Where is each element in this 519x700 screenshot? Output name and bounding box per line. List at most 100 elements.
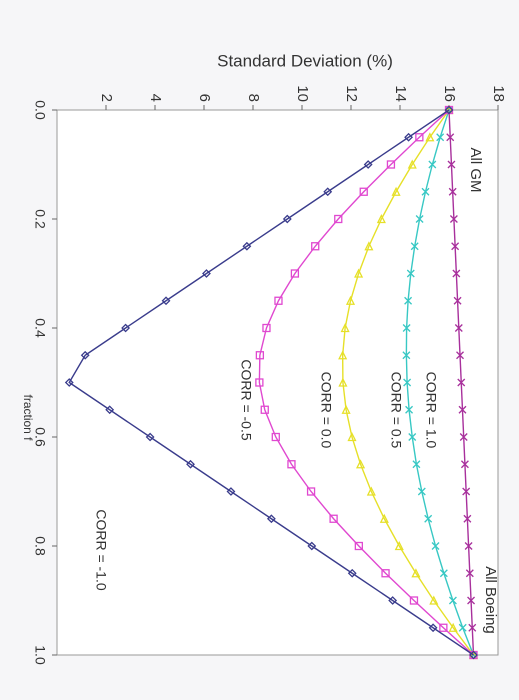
marker bbox=[406, 269, 415, 278]
marker bbox=[448, 596, 457, 605]
marker bbox=[407, 159, 417, 169]
marker bbox=[463, 514, 472, 523]
marker bbox=[408, 433, 417, 441]
marker bbox=[255, 351, 265, 360]
series-label: CORR = 0.5 bbox=[388, 372, 404, 449]
marker bbox=[260, 405, 269, 414]
series-label: CORR = -0.5 bbox=[238, 359, 254, 441]
marker bbox=[428, 623, 438, 633]
marker bbox=[345, 295, 356, 305]
marker bbox=[460, 460, 469, 469]
marker bbox=[354, 268, 364, 278]
marker bbox=[366, 486, 376, 496]
marker bbox=[411, 568, 421, 578]
marker bbox=[403, 378, 412, 387]
marker bbox=[242, 241, 252, 251]
marker bbox=[469, 650, 478, 660]
series-line bbox=[68, 109, 474, 656]
x-tick-label: 0.6 bbox=[32, 427, 48, 447]
marker bbox=[458, 623, 467, 632]
marker bbox=[431, 542, 440, 550]
marker bbox=[338, 377, 348, 387]
y-tick-label: 14 bbox=[392, 85, 409, 102]
marker bbox=[405, 405, 414, 414]
x-axis-label: fraction f bbox=[21, 394, 35, 441]
y-tick-label: 18 bbox=[490, 85, 507, 102]
x-tick-label: 0.8 bbox=[32, 536, 48, 556]
marker bbox=[453, 296, 462, 305]
marker bbox=[266, 514, 276, 524]
marker bbox=[459, 433, 468, 441]
marker bbox=[186, 459, 195, 469]
y-tick-label: 10 bbox=[294, 85, 311, 102]
marker bbox=[417, 487, 426, 496]
marker bbox=[271, 432, 280, 442]
marker bbox=[428, 160, 437, 169]
marker bbox=[323, 187, 333, 197]
marker bbox=[402, 351, 411, 360]
marker bbox=[468, 623, 477, 632]
annotation: All GM bbox=[467, 148, 484, 193]
y-tick-label: 4 bbox=[147, 94, 164, 102]
marker bbox=[359, 187, 368, 196]
marker bbox=[386, 160, 396, 169]
marker bbox=[412, 460, 421, 469]
marker bbox=[447, 160, 456, 169]
marker bbox=[458, 405, 467, 414]
series-line bbox=[341, 109, 475, 656]
marker bbox=[464, 542, 473, 550]
marker bbox=[287, 460, 296, 469]
marker bbox=[121, 323, 131, 333]
marker bbox=[465, 569, 474, 578]
series-label: CORR = -1.0 bbox=[93, 509, 109, 591]
marker bbox=[410, 242, 419, 251]
marker bbox=[425, 132, 435, 142]
marker bbox=[439, 569, 448, 578]
series-label: CORR = 0.0 bbox=[318, 372, 334, 449]
marker bbox=[161, 296, 171, 306]
y-tick-label: 16 bbox=[441, 85, 458, 102]
marker bbox=[454, 324, 463, 332]
marker bbox=[409, 596, 419, 605]
marker bbox=[415, 133, 424, 142]
plot-frame bbox=[56, 109, 499, 656]
marker bbox=[341, 404, 351, 414]
y-axis-label: Standard Deviation (%) bbox=[217, 51, 393, 70]
marker bbox=[282, 214, 292, 224]
marker bbox=[448, 622, 458, 632]
x-tick-label: 0.2 bbox=[32, 209, 48, 229]
marker bbox=[262, 323, 271, 333]
marker bbox=[226, 487, 236, 496]
marker bbox=[202, 269, 211, 278]
marker bbox=[448, 187, 457, 196]
marker bbox=[462, 487, 471, 496]
marker bbox=[347, 432, 357, 442]
marker bbox=[356, 459, 366, 469]
marker bbox=[456, 351, 464, 360]
marker bbox=[457, 378, 466, 387]
marker bbox=[381, 569, 390, 578]
marker bbox=[347, 568, 357, 578]
y-tick-label: 6 bbox=[196, 94, 213, 102]
marker bbox=[446, 133, 455, 142]
marker bbox=[340, 323, 350, 333]
marker bbox=[404, 296, 413, 305]
x-tick-label: 0.4 bbox=[32, 318, 48, 338]
y-tick-label: 8 bbox=[245, 94, 262, 102]
marker bbox=[354, 541, 363, 551]
marker bbox=[364, 241, 374, 251]
marker bbox=[394, 541, 404, 551]
marker bbox=[424, 514, 433, 523]
y-tick-label: 2 bbox=[98, 94, 115, 102]
marker bbox=[467, 596, 476, 605]
marker bbox=[415, 215, 424, 223]
marker bbox=[145, 432, 155, 442]
marker bbox=[429, 595, 439, 605]
marker bbox=[402, 324, 411, 332]
marker bbox=[274, 296, 283, 305]
marker bbox=[307, 541, 317, 551]
marker bbox=[105, 405, 115, 415]
marker bbox=[64, 378, 74, 387]
series-line bbox=[258, 109, 474, 656]
